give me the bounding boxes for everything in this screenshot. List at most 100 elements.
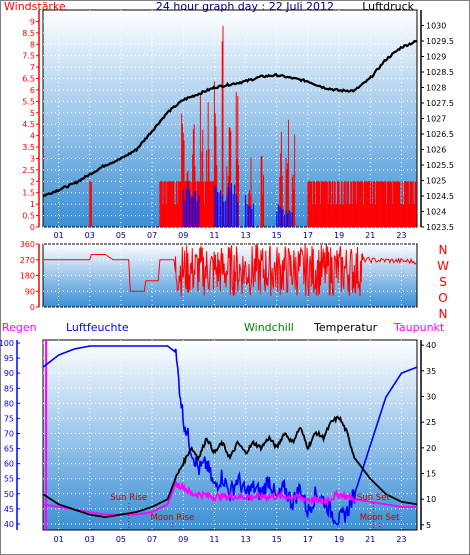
pressure-tick-label: 1027.5 <box>426 99 454 108</box>
pressure-tick-label: 1024 <box>426 208 446 217</box>
wind-tick-label: 2.5 <box>22 166 35 175</box>
humidity-tick-label: 50 <box>4 490 14 499</box>
pressure-tick-label: 1029 <box>426 53 446 62</box>
pressure-tick-label: 1024.5 <box>426 192 454 201</box>
temperature-tick-label: 35 <box>426 367 436 376</box>
hour-tick-label: 19 <box>334 231 344 240</box>
annotation-label: Moon Set <box>360 513 400 523</box>
pressure-tick-label: 1028.5 <box>426 68 454 77</box>
pressure-tick-label: 1026.5 <box>426 130 454 139</box>
hour-tick-label: 11 <box>209 231 219 240</box>
windchill-label: Windchill <box>244 321 294 334</box>
hour-tick-label: 15 <box>272 535 282 544</box>
direction-tick-label: 180 <box>20 272 35 281</box>
hour-tick-label: 19 <box>334 535 344 544</box>
humidity-tick-label: 75 <box>4 414 14 423</box>
pressure-tick-label: 1023.5 <box>426 223 454 232</box>
hour-tick-label: 21 <box>365 535 375 544</box>
wind-tick-label: 2 <box>30 177 35 186</box>
temperature-line <box>42 415 418 518</box>
hour-tick-label: 09 <box>178 535 188 544</box>
direction-tick-label: 270 <box>20 256 35 265</box>
humidity-tick-label: 100 <box>0 339 14 348</box>
humidity-tick-label: 55 <box>4 475 14 484</box>
wind-tick-label: 3.5 <box>22 143 35 152</box>
humidity-tick-label: 40 <box>4 520 14 529</box>
wind-tick-label: 0 <box>30 223 35 232</box>
pressure-tick-label: 1027 <box>426 115 446 124</box>
compass-w: W <box>437 259 449 273</box>
hour-tick-label: 09 <box>178 231 188 240</box>
hour-tick-label: 15 <box>272 231 282 240</box>
hour-tick-label: 05 <box>116 231 126 240</box>
hour-tick-label: 23 <box>396 231 406 240</box>
annotation-label: Moon Rise <box>150 513 194 523</box>
hour-tick-label: 07 <box>147 535 157 544</box>
luftfeuchte-label: Luftfeuchte <box>66 321 129 334</box>
hour-tick-label: 03 <box>85 231 95 240</box>
direction-tick-label: 360 <box>20 240 35 249</box>
temperature-tick-label: 5 <box>426 521 431 530</box>
humidity-tick-label: 90 <box>4 369 14 378</box>
wind-tick-label: 8.5 <box>22 29 35 38</box>
temperature-tick-label: 25 <box>426 418 436 427</box>
temperature-tick-label: 15 <box>426 470 436 479</box>
annotation-label: Sun Rise <box>110 493 147 503</box>
humidity-tick-label: 80 <box>4 399 14 408</box>
hour-axis-ticks-bottom: 01 03 05 07 09 11 13 15 17 19 21 23 <box>53 535 406 544</box>
humidity-tick-label: 70 <box>4 429 14 438</box>
wind-axis-ticks: 0 0.5 1 1.5 2 2.5 3 3.5 4 4.5 5 5.5 6 6.5 7 7.5 8 8.5 9 <box>22 17 39 232</box>
wind-direction-line <box>43 244 417 297</box>
temperature-tick-label: 10 <box>426 495 436 504</box>
taupunkt-label: Taupunkt <box>393 321 445 334</box>
temperature-tick-label: 40 <box>426 341 436 350</box>
wind-tick-label: 5 <box>30 109 35 118</box>
wind-title: Windstärke <box>4 0 66 13</box>
pressure-tick-label: 1028 <box>426 84 446 93</box>
wind-tick-label: 4 <box>30 132 35 141</box>
humidity-tick-label: 85 <box>4 384 14 393</box>
wind-tick-label: 0.5 <box>22 212 35 221</box>
wind-tick-label: 6 <box>30 86 35 95</box>
compass-n-bottom: N <box>439 307 448 321</box>
wind-tick-label: 6.5 <box>22 75 35 84</box>
compass-n-top: N <box>439 243 448 257</box>
hour-tick-label: 17 <box>303 231 313 240</box>
wind-bars <box>89 25 417 227</box>
direction-tick-label: 0 <box>30 303 35 312</box>
wind-tick-label: 9 <box>30 17 35 26</box>
wind-tick-label: 7 <box>30 63 35 72</box>
pressure-tick-label: 1025.5 <box>426 161 454 170</box>
hour-axis-ticks: 01 03 05 07 09 11 13 15 17 19 21 23 <box>53 231 406 240</box>
wind-tick-label: 1 <box>30 200 35 209</box>
pressure-title: Luftdruck <box>362 0 414 13</box>
wind-tick-label: 3 <box>30 154 35 163</box>
temperature-tick-label: 20 <box>426 444 436 453</box>
wind-tick-label: 1.5 <box>22 189 35 198</box>
humidity-tick-label: 60 <box>4 460 14 469</box>
regen-label: Regen <box>2 321 37 334</box>
hour-tick-label: 05 <box>116 535 126 544</box>
direction-axis-ticks: 0 90 180 270 360 <box>20 240 39 312</box>
humidity-axis-ticks: 40 45 50 55 60 65 70 75 80 85 90 95 100 <box>0 339 20 529</box>
wind-tick-label: 5.5 <box>22 97 35 106</box>
direction-tick-label: 90 <box>25 287 35 296</box>
wind-tick-label: 8 <box>30 40 35 49</box>
humidity-tick-label: 65 <box>4 445 14 454</box>
wind-tick-label: 4.5 <box>22 120 35 129</box>
hour-tick-label: 13 <box>240 231 250 240</box>
humidity-tick-label: 45 <box>4 505 14 514</box>
dewpoint-line <box>42 481 417 516</box>
temperatur-label: Temperatur <box>313 321 378 334</box>
temperature-tick-label: 30 <box>426 392 436 401</box>
wind-tick-label: 7.5 <box>22 52 35 61</box>
chart-title: 24 hour graph day : 22 Juli 2012 <box>156 0 334 13</box>
pressure-tick-label: 1030 <box>426 22 446 31</box>
pressure-tick-label: 1029.5 <box>426 37 454 46</box>
compass-s: S <box>439 275 447 289</box>
pressure-axis-ticks: 1023.5 1024 1024.5 1025 1025.5 1026 1026.5 1027… <box>421 22 454 232</box>
humidity-tick-label: 95 <box>4 354 14 363</box>
annotation-label: Sun Set <box>357 493 390 503</box>
direction-grid <box>43 243 417 308</box>
